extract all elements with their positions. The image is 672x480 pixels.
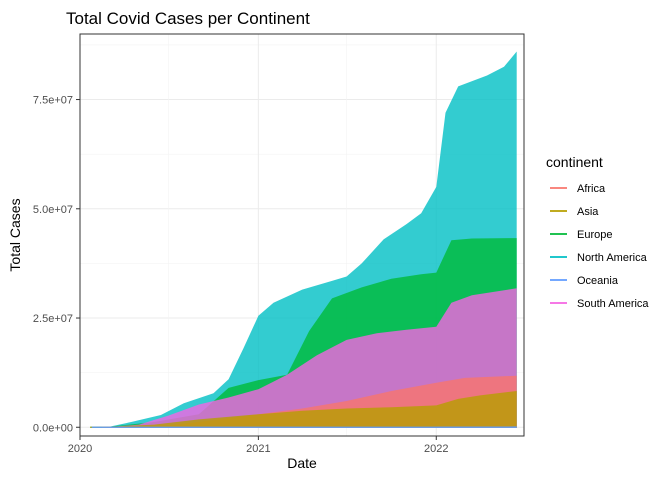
legend-item: South America [550, 298, 649, 310]
series-areas [90, 51, 517, 428]
x-axis: 2020 2021 2022 [68, 436, 449, 455]
chart-title: Total Covid Cases per Continent [66, 9, 310, 28]
legend-label: Asia [577, 206, 599, 218]
x-tick-label: 2022 [424, 443, 448, 455]
y-tick-label: 2.5e+07 [33, 313, 73, 325]
y-tick-label: 5.0e+07 [33, 204, 73, 216]
plot-panel [79, 33, 525, 437]
legend-label: Europe [577, 229, 612, 241]
y-tick-label: 0.0e+00 [33, 422, 73, 434]
x-tick-label: 2020 [68, 443, 92, 455]
y-tick-label: 7.5e+07 [33, 95, 73, 107]
legend-item: Africa [550, 183, 606, 195]
y-axis: 0.0e+00 2.5e+07 5.0e+07 7.5e+07 [33, 95, 80, 434]
legend-item: Europe [550, 229, 612, 241]
x-axis-title: Date [287, 455, 317, 471]
x-tick-label: 2021 [246, 443, 270, 455]
legend-title: continent [546, 154, 603, 170]
legend-label: Africa [577, 183, 606, 195]
legend-label: Oceania [577, 275, 619, 287]
legend-label: North America [577, 252, 648, 264]
legend-item: Asia [550, 206, 599, 218]
legend-item: Oceania [550, 275, 619, 287]
legend-item: North America [550, 252, 648, 264]
y-axis-title: Total Cases [7, 198, 23, 271]
area-asia [90, 391, 517, 428]
legend: continent Africa Asia Europe North America O… [546, 154, 649, 310]
legend-label: South America [577, 298, 649, 310]
